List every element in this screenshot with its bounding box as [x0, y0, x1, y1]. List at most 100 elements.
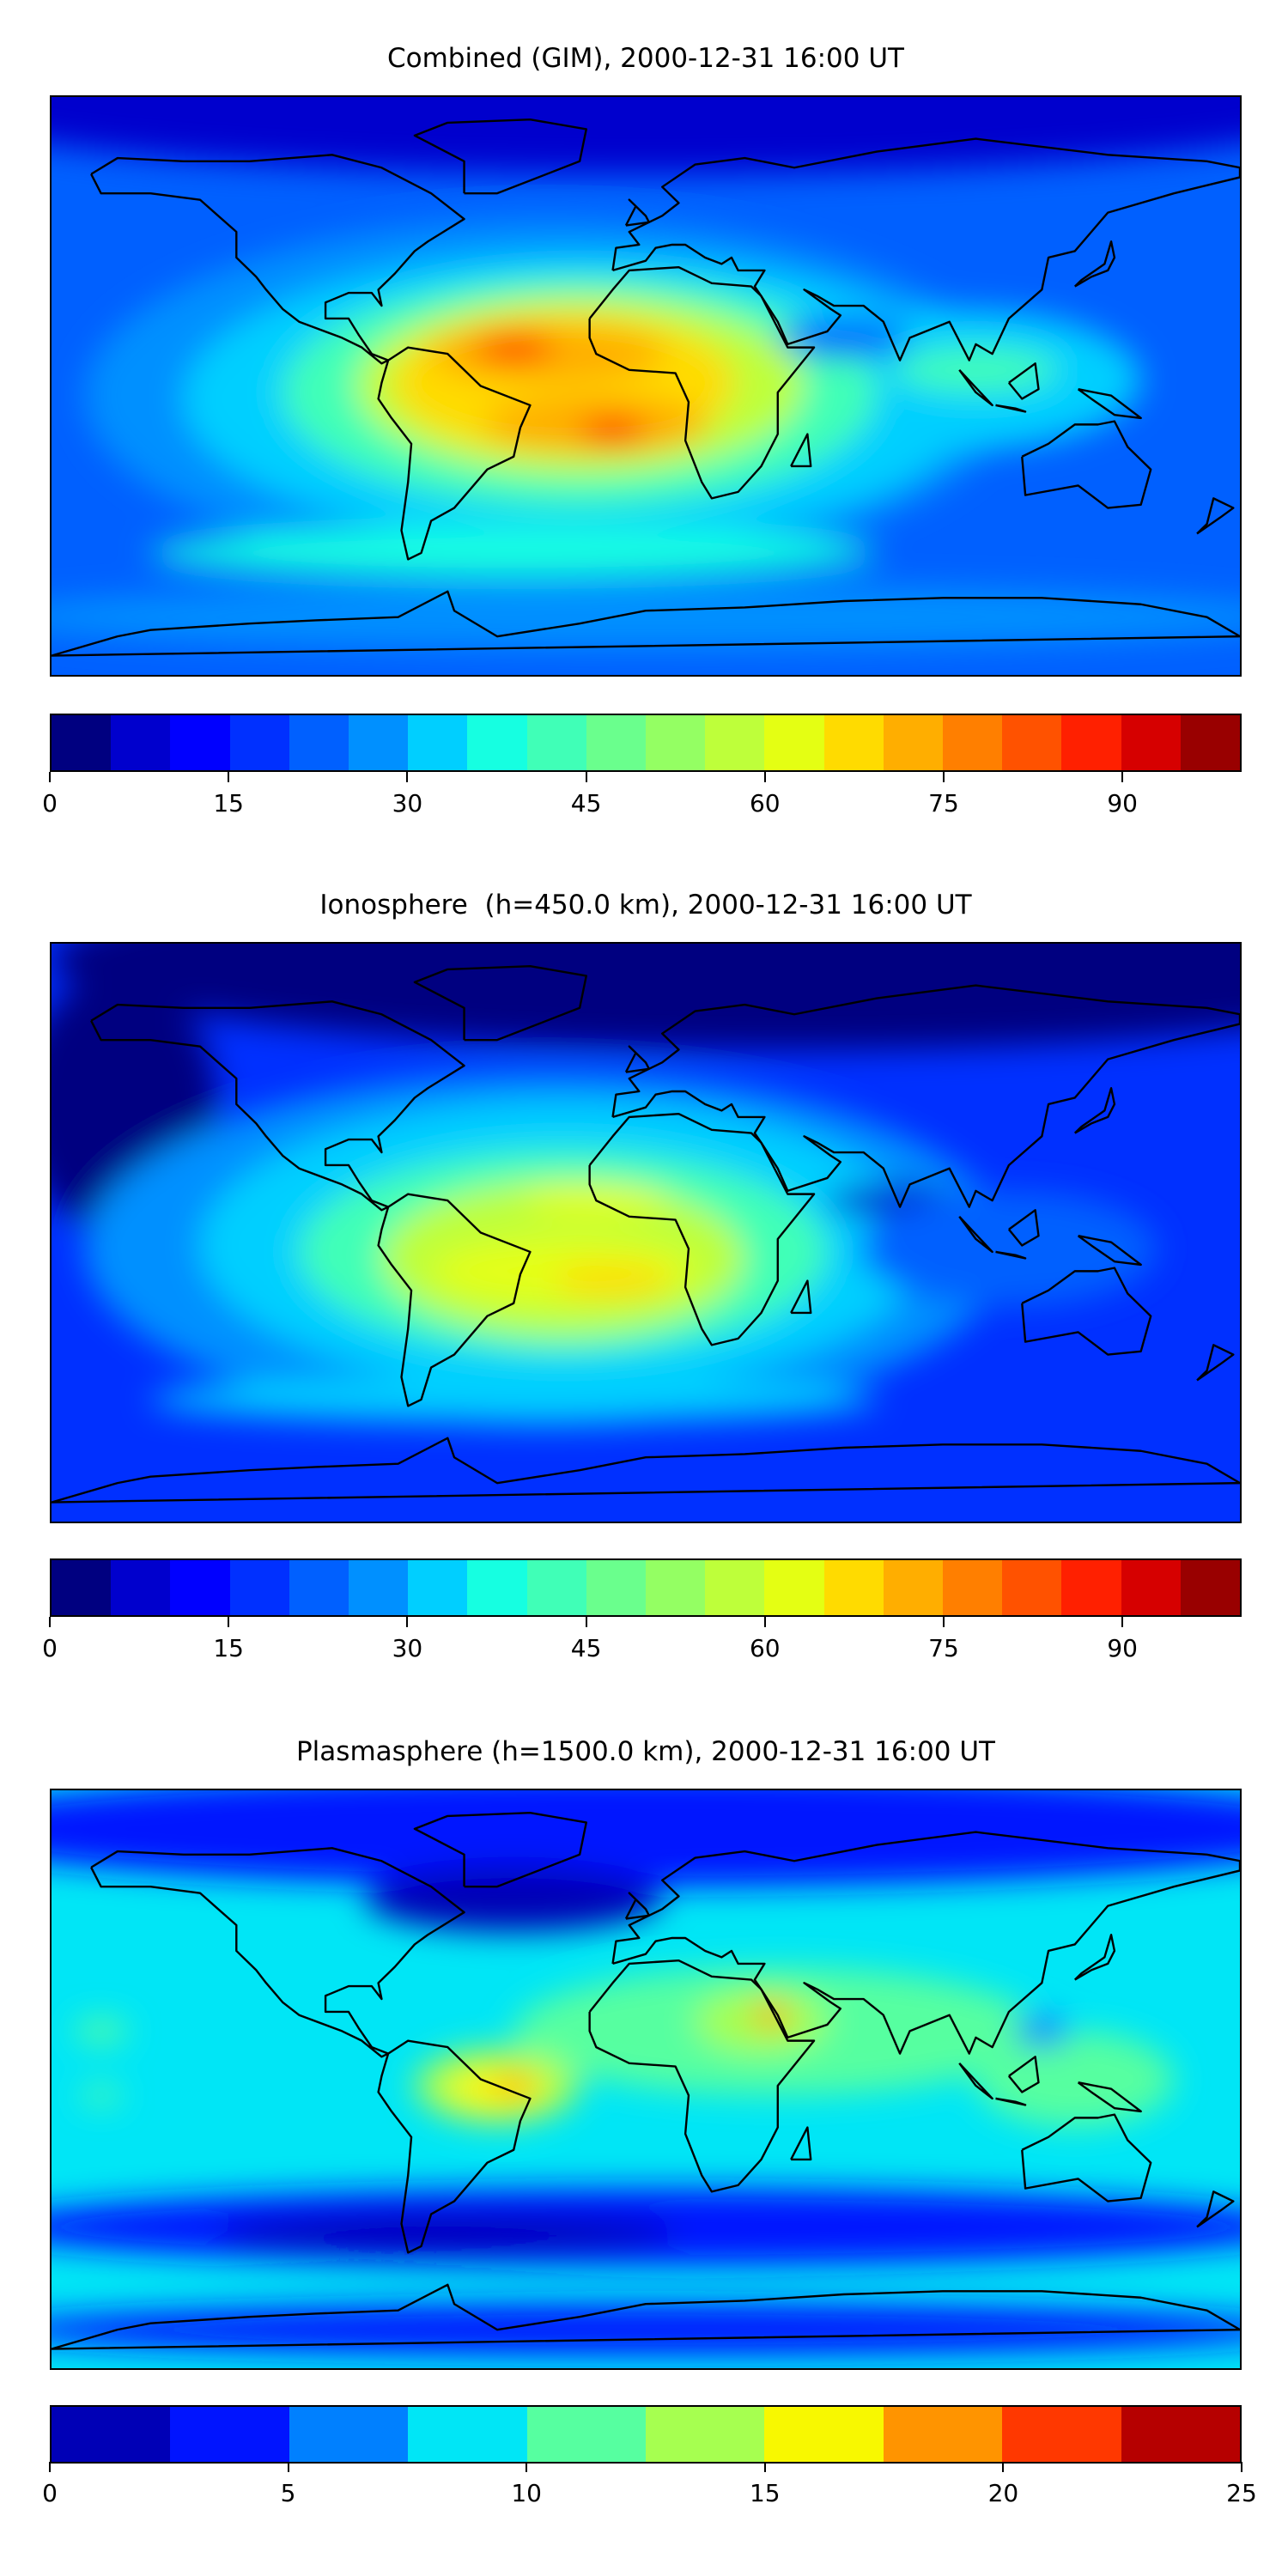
colorbar-tick-label: 75 — [928, 1634, 959, 1662]
colorbar-tick — [526, 2462, 528, 2472]
field-contours — [52, 1790, 1240, 2356]
colorbar-tick — [406, 772, 409, 782]
colorbar-bin — [586, 1560, 647, 1615]
coastline — [52, 1438, 1240, 1503]
colorbar-tick — [1241, 2462, 1242, 2472]
colorbar-bin — [170, 715, 230, 770]
colorbar-tick-label: 0 — [42, 1634, 58, 1662]
colorbar-tick-label: 45 — [570, 789, 602, 817]
colorbar-bin — [823, 715, 884, 770]
colorbar-tick-label: 30 — [392, 1634, 423, 1662]
colorbar-tick-label: 25 — [1226, 2479, 1257, 2507]
coastline — [1197, 1345, 1233, 1380]
colorbar-tick — [49, 2462, 51, 2472]
colorbar-tick — [228, 1617, 230, 1627]
colorbar-bin — [646, 1560, 706, 1615]
coastline — [626, 1893, 649, 1919]
coastline — [379, 2041, 531, 2253]
colorbar-bin — [408, 715, 468, 770]
colorbar-tick-label: 10 — [511, 2479, 543, 2507]
colorbar-bin — [52, 2407, 171, 2462]
colorbar-bin — [1061, 1560, 1121, 1615]
colorbar-tick-label: 60 — [749, 789, 781, 817]
colorbar-bin — [526, 1560, 586, 1615]
contour-region — [52, 585, 1240, 650]
colorbar-bin — [467, 1560, 527, 1615]
colorbar-bin — [764, 2407, 884, 2462]
colorbar-tick — [1002, 2462, 1005, 2472]
coastline — [626, 200, 649, 226]
colorbar-bin — [289, 715, 349, 770]
coastline — [1009, 2057, 1039, 2092]
coastline — [590, 1960, 814, 2191]
colorbar-bin — [1180, 1560, 1241, 1615]
coastline — [626, 1047, 649, 1072]
contour-region — [893, 347, 1059, 392]
colorbar-bin — [229, 1560, 289, 1615]
colorbar-bin — [943, 1560, 1003, 1615]
colorbar-ticks-ionosphere: 0 15 30 45 60 75 90 — [42, 1617, 1242, 1668]
contour-region — [474, 334, 554, 361]
coastline — [52, 2285, 1240, 2349]
contour-region — [1015, 2014, 1069, 2048]
map-ionosphere — [50, 942, 1242, 1523]
coastline — [959, 370, 992, 405]
coastline — [379, 1194, 531, 1406]
colorbar-tick — [287, 2462, 289, 2472]
coastline — [996, 405, 1026, 411]
colorbar-bin — [408, 2407, 527, 2462]
colorbar-tick — [763, 772, 766, 782]
coastline — [791, 1281, 811, 1313]
colorbar-tick — [228, 772, 230, 782]
colorbar-bin — [883, 715, 944, 770]
coastline — [1197, 2191, 1233, 2227]
colorbar-bin — [646, 2407, 765, 2462]
colorbar-bin — [1002, 715, 1062, 770]
chart-title-ionosphere: Ionosphere (h=450.0 km), 2000-12-31 16:0… — [319, 890, 972, 920]
colorbar-bin — [52, 715, 112, 770]
colorbar-bin — [883, 2407, 1003, 2462]
colorbar-tick-label: 15 — [749, 2479, 781, 2507]
map-plasmasphere — [50, 1789, 1242, 2370]
colorbar-bin — [586, 715, 647, 770]
colorbar-combined — [50, 714, 1242, 772]
colorbar-bin — [764, 1560, 824, 1615]
colorbar-bin — [467, 715, 527, 770]
colorbar-plasmasphere — [50, 2405, 1242, 2464]
colorbar-bin — [1121, 1560, 1181, 1615]
colorbar-bin — [764, 715, 824, 770]
coastline — [1078, 1236, 1141, 1265]
colorbar-tick — [763, 2462, 766, 2472]
colorbar-bin — [170, 1560, 230, 1615]
coastline — [379, 348, 531, 560]
coastline — [1022, 2115, 1151, 2202]
colorbar-bin — [229, 715, 289, 770]
coastline — [1075, 1935, 1115, 1979]
contour-region — [553, 1264, 672, 1297]
colorbar-tick-label: 60 — [749, 1634, 781, 1662]
map-combined — [50, 95, 1242, 677]
colorbar-tick-label: 15 — [213, 1634, 245, 1662]
colorbar-bin — [289, 2407, 409, 2462]
colorbar-bin — [526, 715, 586, 770]
colorbar-bin — [1002, 1560, 1062, 1615]
colorbar-bin — [1180, 715, 1241, 770]
colorbar-bin — [1121, 2407, 1241, 2462]
coastline — [1197, 498, 1233, 533]
field-contours — [52, 97, 1240, 650]
contour-region — [365, 1867, 663, 1932]
colorbar-tick — [1121, 1617, 1124, 1627]
coastline — [959, 1217, 992, 1252]
contour-region — [975, 2031, 1175, 2128]
colorbar-bin — [1002, 2407, 1121, 2462]
colorbar-tick-label: 45 — [570, 1634, 602, 1662]
coastline — [791, 434, 811, 466]
colorbar-tick — [585, 1617, 587, 1627]
coastline — [959, 2063, 992, 2099]
colorbar-ticks-combined: 0 15 30 45 60 75 90 — [42, 772, 1242, 823]
coastline — [613, 986, 1240, 1207]
coastline — [590, 1114, 814, 1345]
colorbar-bin — [111, 1560, 171, 1615]
contour-region — [150, 1376, 878, 1423]
colorbar-bin — [170, 2407, 289, 2462]
